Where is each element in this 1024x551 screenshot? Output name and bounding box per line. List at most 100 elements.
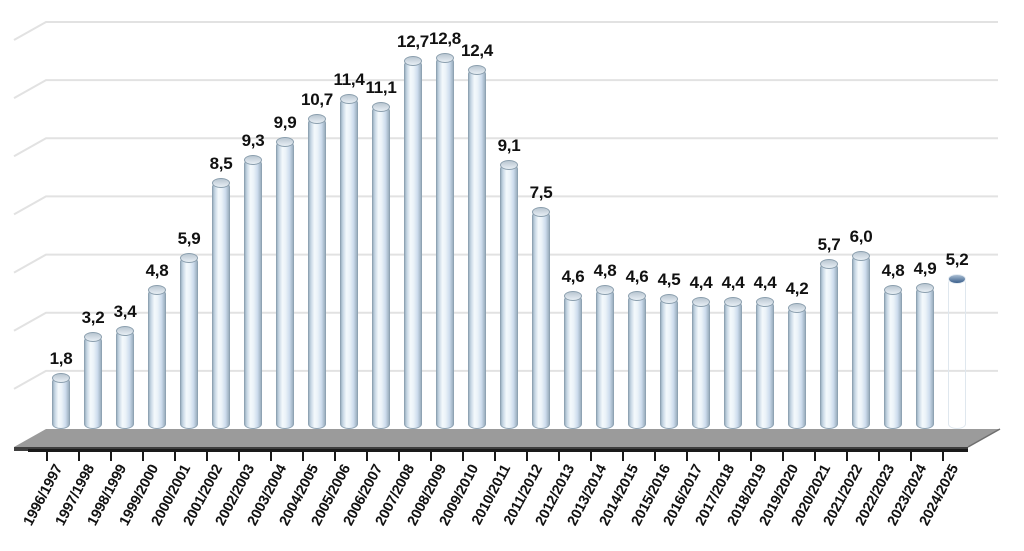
gridline bbox=[13, 195, 998, 216]
bar-cylinder-top bbox=[884, 285, 902, 296]
bar-cylinder-top bbox=[404, 55, 422, 66]
bar[interactable] bbox=[564, 291, 582, 429]
plot-area bbox=[13, 21, 998, 390]
bar[interactable] bbox=[596, 285, 614, 429]
bar-cylinder-top bbox=[468, 64, 486, 75]
bar-value-label: 12,4 bbox=[461, 40, 493, 60]
x-axis-tick bbox=[590, 452, 592, 461]
x-axis-tick bbox=[46, 452, 48, 461]
bar[interactable] bbox=[884, 285, 902, 429]
bar[interactable] bbox=[84, 331, 102, 429]
bar[interactable] bbox=[788, 302, 806, 429]
bar[interactable] bbox=[340, 93, 358, 429]
bar-cylinder-top bbox=[628, 291, 646, 302]
bar-value-label: 3,2 bbox=[81, 307, 105, 327]
bar[interactable] bbox=[692, 297, 710, 429]
gridline bbox=[13, 311, 998, 332]
bar[interactable] bbox=[276, 137, 294, 429]
floor-right-edge bbox=[967, 428, 1001, 448]
bar-cylinder-top bbox=[948, 273, 966, 284]
bar-cylinder-top bbox=[564, 291, 582, 302]
bar-highlighted[interactable] bbox=[948, 273, 966, 429]
x-axis-tick bbox=[334, 452, 336, 461]
bar-cylinder-top bbox=[692, 297, 710, 308]
bar[interactable] bbox=[628, 291, 646, 429]
x-axis-tick bbox=[750, 452, 752, 461]
bar[interactable] bbox=[500, 160, 518, 429]
bar[interactable] bbox=[148, 285, 166, 429]
bar-cylinder-top bbox=[724, 297, 742, 308]
x-axis-tick bbox=[526, 452, 528, 461]
x-axis-tick bbox=[878, 452, 880, 461]
x-axis-tick bbox=[78, 452, 80, 461]
gridline bbox=[13, 369, 998, 390]
bar-cylinder-top bbox=[756, 297, 774, 308]
gridline bbox=[13, 21, 998, 41]
bar[interactable] bbox=[372, 102, 390, 429]
bar-value-label: 4,8 bbox=[145, 261, 169, 281]
bar-value-label: 12,8 bbox=[429, 28, 461, 48]
bar-value-label: 4,9 bbox=[913, 258, 937, 278]
bar-value-label: 8,5 bbox=[209, 153, 233, 173]
x-axis-tick bbox=[430, 452, 432, 461]
x-axis-tick bbox=[814, 452, 816, 461]
bar-value-label: 11,1 bbox=[365, 78, 397, 98]
bar[interactable] bbox=[532, 206, 550, 429]
bar-value-label: 9,9 bbox=[273, 113, 297, 133]
bar-value-label: 5,7 bbox=[817, 235, 841, 255]
bar-value-label: 6,0 bbox=[849, 226, 873, 246]
bar-value-label: 3,4 bbox=[113, 302, 137, 322]
bar-value-label: 9,3 bbox=[241, 130, 265, 150]
bar[interactable] bbox=[724, 297, 742, 429]
floor-top-surface bbox=[14, 429, 1000, 447]
bar-cylinder-top bbox=[500, 160, 518, 171]
x-axis-tick bbox=[110, 452, 112, 461]
bar[interactable] bbox=[436, 52, 454, 429]
bar[interactable] bbox=[660, 294, 678, 429]
bar[interactable] bbox=[52, 372, 70, 429]
bar-value-label: 4,4 bbox=[753, 273, 777, 293]
x-axis-tick bbox=[494, 452, 496, 461]
bar-value-label: 4,6 bbox=[625, 267, 649, 287]
gridline bbox=[13, 79, 998, 100]
bar-cylinder-top bbox=[116, 326, 134, 337]
bar-cylinder-top bbox=[532, 206, 550, 217]
x-axis-tick bbox=[910, 452, 912, 461]
gridline bbox=[13, 253, 998, 274]
bar-value-label: 1,8 bbox=[49, 348, 73, 368]
bar-cylinder-top bbox=[180, 253, 198, 264]
bar-value-label: 4,8 bbox=[593, 261, 617, 281]
bar[interactable] bbox=[404, 55, 422, 429]
bar-cylinder-top bbox=[84, 331, 102, 342]
x-axis-tick bbox=[462, 452, 464, 461]
bar-cylinder-top bbox=[436, 52, 454, 63]
x-axis-tick bbox=[782, 452, 784, 461]
bar-value-label: 11,4 bbox=[333, 69, 365, 89]
bar-cylinder-top bbox=[596, 285, 614, 296]
bar-cylinder-top bbox=[52, 372, 70, 383]
bar-cylinder-top bbox=[660, 294, 678, 305]
bar-cylinder-top bbox=[372, 102, 390, 113]
bar[interactable] bbox=[212, 177, 230, 429]
bar[interactable] bbox=[916, 282, 934, 429]
x-axis-tick bbox=[686, 452, 688, 461]
x-axis-tick bbox=[302, 452, 304, 461]
bar[interactable] bbox=[820, 259, 838, 429]
bar[interactable] bbox=[308, 113, 326, 429]
bar[interactable] bbox=[180, 253, 198, 429]
bar-value-label: 4,6 bbox=[561, 267, 585, 287]
bar-value-label: 10,7 bbox=[301, 89, 333, 109]
bar[interactable] bbox=[468, 64, 486, 429]
bar-cylinder-top bbox=[212, 177, 230, 188]
x-axis-tick bbox=[846, 452, 848, 461]
bar[interactable] bbox=[116, 326, 134, 429]
x-axis-tick bbox=[366, 452, 368, 461]
bar[interactable] bbox=[756, 297, 774, 429]
bar[interactable] bbox=[244, 154, 262, 429]
gridline bbox=[13, 137, 998, 158]
bar[interactable] bbox=[852, 250, 870, 429]
bar-value-label: 7,5 bbox=[529, 182, 553, 202]
bar-cylinder-top bbox=[852, 250, 870, 261]
x-axis-tick bbox=[142, 452, 144, 461]
